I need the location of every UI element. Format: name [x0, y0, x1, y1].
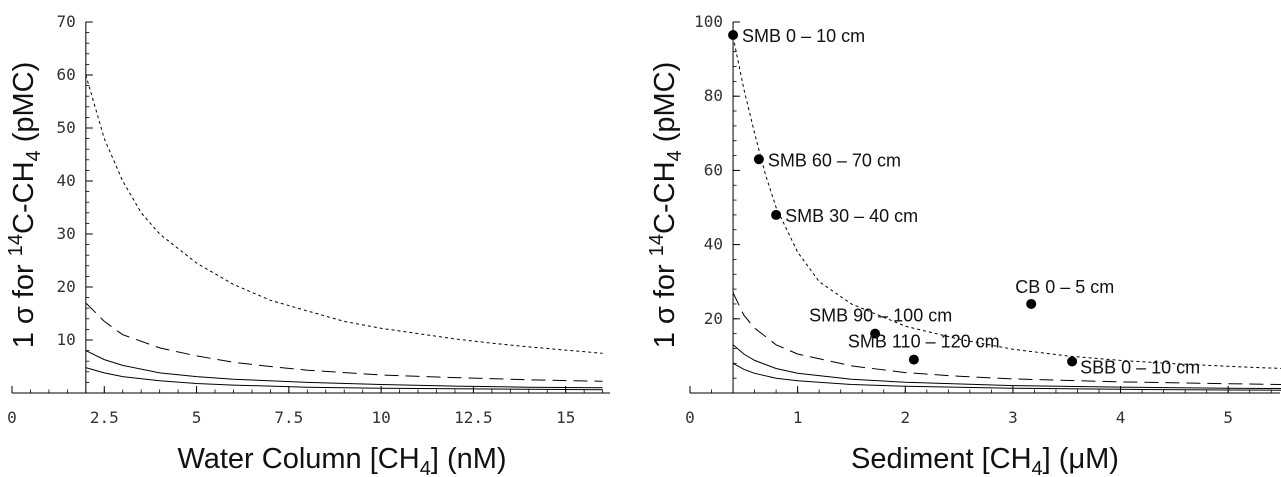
y-tick-label: 20: [57, 277, 76, 296]
y-tick-label: 20: [704, 309, 723, 328]
water-column-panel: 0 2.5 5 7.5 10 12.5 15 10 20 30 40 50 60 70 Water Colu…: [5, 12, 610, 477]
x-axis-title: Water Column [CH4] (nM): [177, 443, 506, 477]
data-point: [908, 354, 919, 365]
series-line-4: [85, 367, 603, 391]
y-tick-label: 60: [704, 160, 723, 179]
data-point-label: SMB 0 – 10 cm: [742, 26, 865, 46]
y-tick-label: 30: [57, 224, 76, 243]
series-line-2: [85, 302, 603, 382]
x-tick-label: 4: [1116, 408, 1126, 427]
sediment-panel: 0 1 2 3 4 5 20 40 60 80 100 SMB 0 – 10 cm SMB 60 – 7…: [646, 12, 1281, 477]
y-tick-label: 70: [57, 12, 76, 31]
y-tick-label: 100: [694, 12, 723, 31]
x-tick-label: 5: [1223, 408, 1233, 427]
x-tick-label: 0: [685, 408, 695, 427]
series-line-3: [732, 344, 1281, 389]
y-axis-title: 1 σ for 14C-CH4 (pMC): [5, 62, 45, 349]
series-line-1: [732, 36, 1281, 369]
data-point-label: SMB 30 – 40 cm: [785, 206, 918, 226]
y-tick-label: 80: [704, 86, 723, 105]
x-tick-label: 2.5: [90, 408, 119, 427]
series-line-4: [732, 362, 1281, 391]
data-point-label: SBB 0 – 10 cm: [1080, 357, 1200, 377]
data-point: [771, 209, 782, 220]
x-tick-label: 5: [192, 408, 202, 427]
x-tick-label: 10: [372, 408, 391, 427]
x-tick-label: 0: [7, 408, 17, 427]
data-point-label: SMB 90 – 100 cm: [809, 306, 952, 326]
x-tick-label: 7.5: [274, 408, 303, 427]
y-axis-title: 1 σ for 14C-CH4 (pMC): [646, 62, 686, 349]
y-tick-label: 50: [57, 118, 76, 137]
series-line-2: [732, 292, 1281, 385]
y-tick-label: 40: [57, 171, 76, 190]
y-tick-label: 40: [704, 235, 723, 254]
data-point: [1067, 356, 1078, 367]
data-point: [728, 29, 739, 40]
x-tick-label: 3: [1008, 408, 1018, 427]
data-point: [753, 154, 764, 165]
x-tick-label: 2: [900, 408, 910, 427]
x-tick-label: 1: [793, 408, 803, 427]
x-tick-label: 15: [556, 408, 575, 427]
data-point-label: SMB 60 – 70 cm: [768, 150, 901, 170]
y-tick-label: 10: [57, 330, 76, 349]
x-axis-title: Sediment [CH4] (μM): [851, 443, 1119, 477]
data-point-label: SMB 110 – 120 cm: [848, 332, 1000, 352]
series-line-3: [85, 350, 603, 389]
series-line-1: [85, 74, 603, 354]
y-tick-label: 60: [57, 65, 76, 84]
data-point: [870, 328, 881, 339]
data-point-label: CB 0 – 5 cm: [1015, 277, 1114, 297]
data-point: [1026, 298, 1037, 309]
x-tick-label: 12.5: [454, 408, 493, 427]
